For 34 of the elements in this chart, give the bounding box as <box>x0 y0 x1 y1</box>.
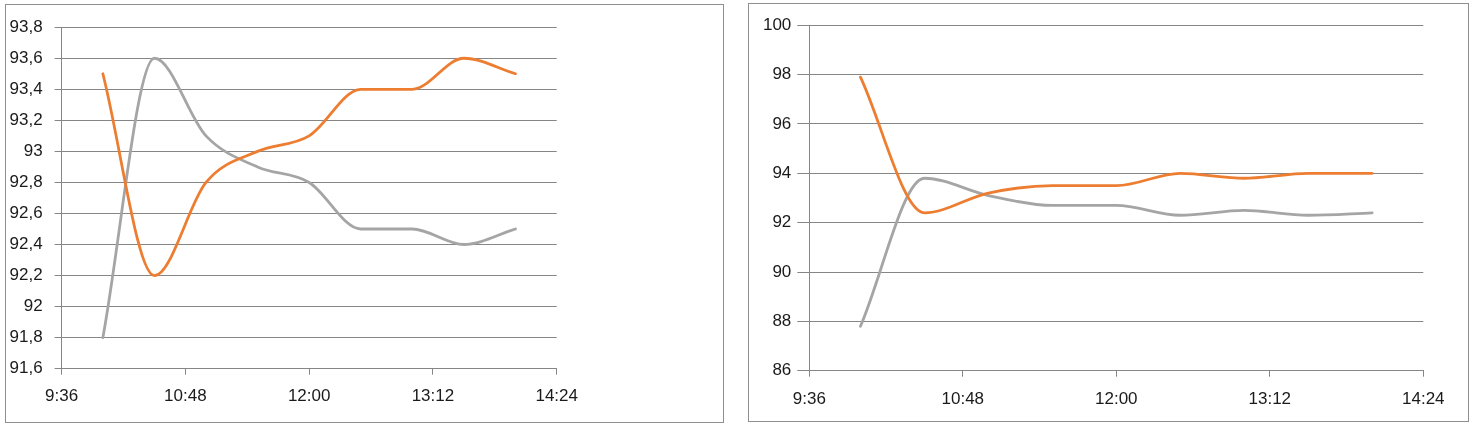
y-tick-label: 93,8 <box>9 16 43 36</box>
y-tick-label: 92,8 <box>9 172 43 192</box>
line-series <box>101 56 517 340</box>
y-tick-label: 92 <box>23 296 43 316</box>
y-tick-label: 92 <box>772 212 792 232</box>
x-tick-label: 13:12 <box>411 385 455 405</box>
y-tick-label: 91,8 <box>9 327 43 347</box>
y-tick-label: 90 <box>772 261 792 281</box>
y-tick-label: 92,4 <box>9 234 43 254</box>
y-tick-label: 92,6 <box>9 203 43 223</box>
y-tick-label: 93,2 <box>9 110 43 130</box>
x-tick-label: 14:24 <box>535 385 578 405</box>
line-series <box>859 176 1374 328</box>
y-tick-label: 88 <box>772 311 792 331</box>
x-tick-label: 10:48 <box>164 385 207 405</box>
y-tick-label: 98 <box>772 64 792 84</box>
y-tick-label: 100 <box>762 14 792 34</box>
y-tick-label: 92,2 <box>9 265 43 285</box>
y-tick-label: 94 <box>772 163 792 183</box>
x-tick-label: 9:36 <box>45 385 79 405</box>
y-tick-label: 91,6 <box>9 358 43 378</box>
x-tick-label: 12:00 <box>1095 388 1138 408</box>
x-tick-label: 13:12 <box>1248 388 1292 408</box>
y-tick-label: 93,6 <box>9 47 43 67</box>
x-tick-label: 14:24 <box>1402 388 1445 408</box>
y-tick-label: 93 <box>23 141 43 161</box>
line-series <box>859 75 1374 215</box>
line-series <box>101 56 517 277</box>
x-tick-label: 9:36 <box>792 388 826 408</box>
y-tick-label: 96 <box>772 113 792 133</box>
x-tick-label: 10:48 <box>941 388 985 408</box>
x-tick-label: 12:00 <box>287 385 331 405</box>
y-tick-label: 86 <box>772 360 792 380</box>
y-tick-label: 93,4 <box>9 78 43 98</box>
